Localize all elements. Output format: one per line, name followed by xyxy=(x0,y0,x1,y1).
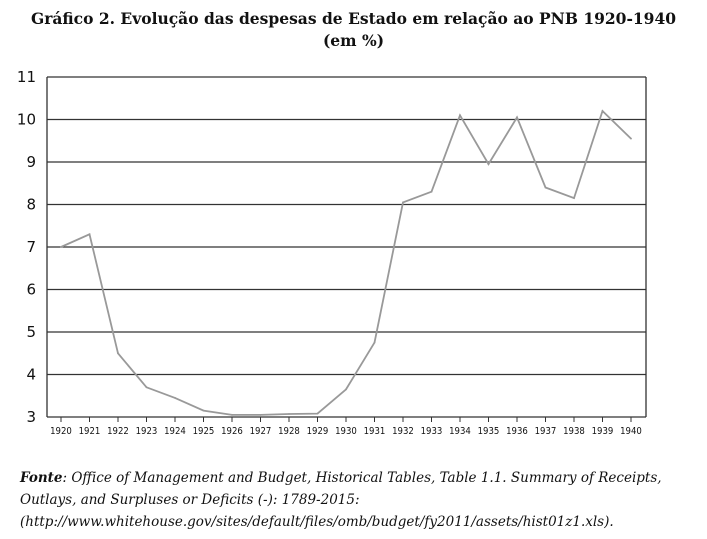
data-point xyxy=(60,246,62,248)
data-point xyxy=(573,197,575,200)
x-tick-label: 1930 xyxy=(335,426,357,437)
data-point xyxy=(459,114,461,117)
x-tick-label: 1934 xyxy=(449,426,471,437)
data-point xyxy=(117,352,119,355)
x-tick-label: 1926 xyxy=(221,426,243,437)
x-tick-label: 1936 xyxy=(506,426,528,437)
x-tick-label: 1920 xyxy=(50,426,72,437)
x-tick-label: 1931 xyxy=(364,426,386,437)
data-point xyxy=(231,413,233,416)
x-tick-label: 1924 xyxy=(164,426,186,437)
x-tick-label: 1937 xyxy=(535,426,557,437)
x-tick-label: 1938 xyxy=(563,426,585,437)
x-tick-label: 1928 xyxy=(278,426,300,437)
series-line xyxy=(60,109,632,416)
line-chart: 3 4 5 6 7 8 9 10 11 1920 1921 1922 1923 1924 1925 1926 1… xyxy=(17,68,647,437)
y-tick-label: 4 xyxy=(26,366,36,384)
y-tick-label: 5 xyxy=(26,323,36,341)
data-point xyxy=(259,413,262,416)
data-point xyxy=(316,412,319,415)
source-note: Fonte: Office of Management and Budget, … xyxy=(20,467,700,533)
data-point xyxy=(544,186,547,189)
data-point xyxy=(516,116,518,119)
data-point xyxy=(630,137,632,140)
y-tick-label: 3 xyxy=(26,408,36,426)
data-point xyxy=(487,163,490,166)
x-tick-label: 1927 xyxy=(250,426,272,437)
x-tick-label: 1935 xyxy=(478,426,500,437)
y-tick-label: 7 xyxy=(26,238,36,256)
y-tick-label: 8 xyxy=(26,196,36,214)
y-tick-label: 9 xyxy=(26,153,36,171)
x-tick-label: 1933 xyxy=(421,426,443,437)
data-point xyxy=(373,341,376,344)
x-tick-label: 1925 xyxy=(193,426,215,437)
x-tick-label: 1940 xyxy=(620,426,642,437)
x-tick-label: 1932 xyxy=(392,426,414,437)
data-point xyxy=(402,201,404,204)
source-label: Fonte xyxy=(20,470,63,486)
y-tick-label: 10 xyxy=(17,111,36,129)
data-point xyxy=(145,386,148,389)
x-tick-label: 1939 xyxy=(592,426,614,437)
x-tick-label: 1921 xyxy=(79,426,101,437)
data-point xyxy=(88,233,91,236)
x-tick-label: 1929 xyxy=(307,426,329,437)
chart-title: Gráfico 2. Evolução das despesas de Esta… xyxy=(0,8,707,52)
data-point xyxy=(288,413,290,415)
data-point xyxy=(430,190,433,193)
x-tick-label: 1923 xyxy=(136,426,158,437)
data-point xyxy=(601,110,604,112)
y-tick-label: 11 xyxy=(17,68,36,86)
source-text: : Office of Management and Budget, Histo… xyxy=(20,470,662,530)
x-tick-label: 1922 xyxy=(107,426,129,437)
chart-title-line1: Gráfico 2. Evolução das despesas de Esta… xyxy=(30,9,677,28)
data-point xyxy=(174,396,176,399)
y-tick-label: 6 xyxy=(26,281,36,299)
chart-title-line2: (em %) xyxy=(322,31,385,50)
data-point xyxy=(345,388,347,391)
data-point xyxy=(202,409,205,412)
